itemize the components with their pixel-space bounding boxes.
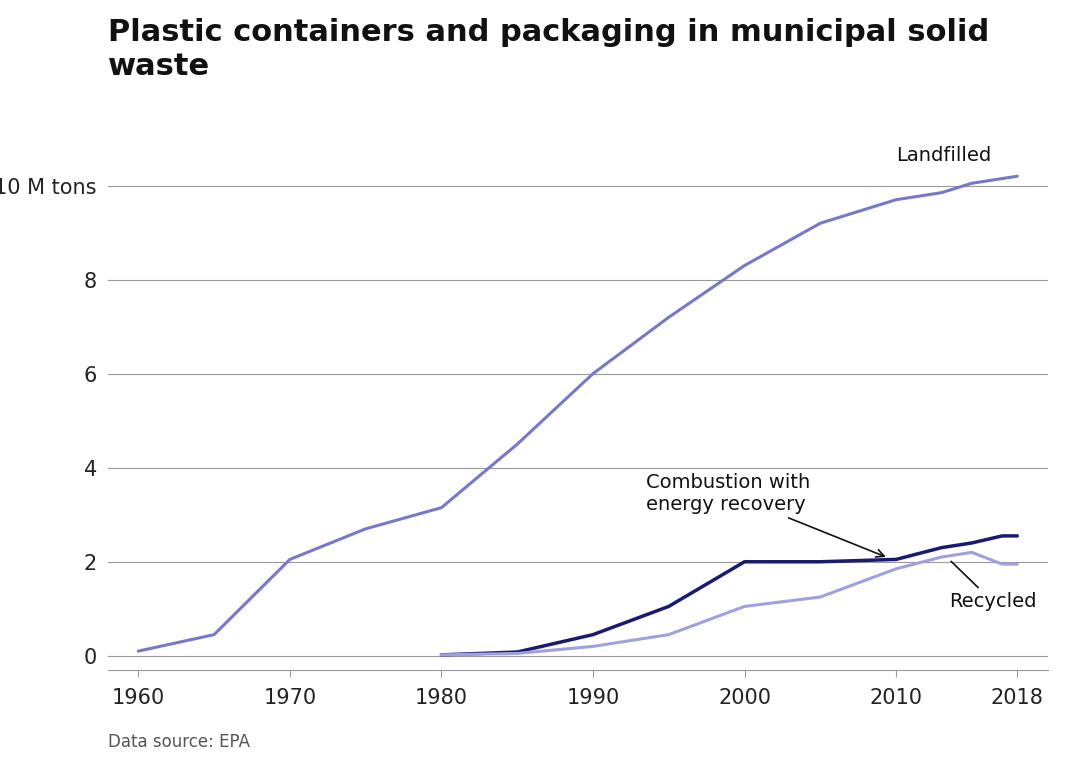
Text: Landfilled: Landfilled — [896, 146, 991, 165]
Text: Plastic containers and packaging in municipal solid
waste: Plastic containers and packaging in muni… — [108, 18, 989, 81]
Text: Combustion with
energy recovery: Combustion with energy recovery — [646, 473, 885, 557]
Text: Recycled: Recycled — [949, 561, 1037, 611]
Text: Data source: EPA: Data source: EPA — [108, 733, 249, 751]
